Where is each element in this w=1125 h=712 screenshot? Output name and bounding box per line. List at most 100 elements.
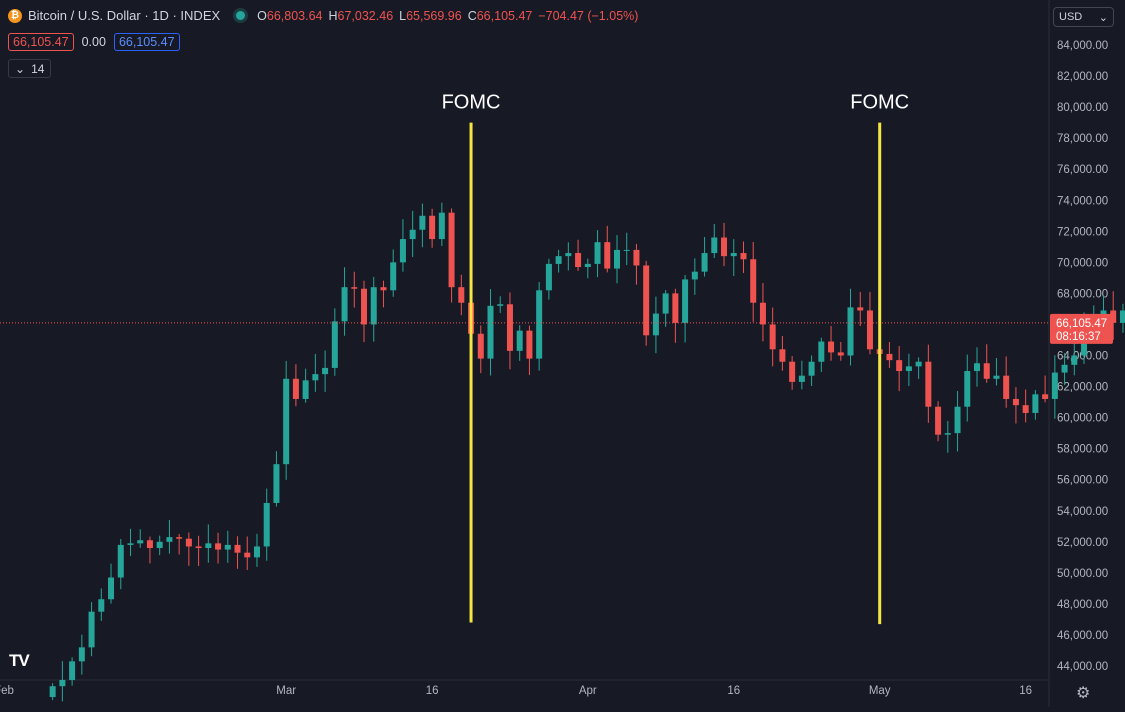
gear-icon[interactable]: ⚙ xyxy=(1076,685,1091,702)
y-tick-label: 76,000.00 xyxy=(1057,164,1108,176)
candle xyxy=(1042,375,1049,403)
candle xyxy=(759,283,766,342)
candle xyxy=(837,341,844,361)
chevron-down-icon: ⌄ xyxy=(15,61,26,76)
currency-label: USD xyxy=(1059,11,1083,23)
candle xyxy=(205,524,212,563)
candle xyxy=(224,530,231,563)
y-tick-label: 64,000.00 xyxy=(1057,351,1108,363)
candle xyxy=(993,357,1000,386)
candle xyxy=(789,355,796,390)
candle xyxy=(555,249,562,273)
candle xyxy=(341,267,348,336)
candle xyxy=(905,353,912,386)
candle xyxy=(49,683,56,701)
event-annotation[interactable]: FOMC xyxy=(850,92,909,625)
candle xyxy=(516,325,523,361)
x-tick-label: 16 xyxy=(1019,685,1032,697)
candle xyxy=(59,661,66,702)
y-tick-label: 44,000.00 xyxy=(1057,661,1108,673)
candle xyxy=(390,249,397,297)
candle xyxy=(146,536,153,564)
ohlc-value: 67,032.46 xyxy=(337,8,394,23)
ohlc-value: 66,105.47 xyxy=(476,8,533,23)
y-tick-label: 46,000.00 xyxy=(1057,630,1108,642)
candle xyxy=(108,563,115,604)
candle xyxy=(828,325,835,361)
y-tick-label: 50,000.00 xyxy=(1057,568,1108,580)
x-tick-label: 16 xyxy=(727,685,740,697)
candle xyxy=(351,271,358,308)
candle xyxy=(448,208,455,303)
candle xyxy=(857,291,864,326)
symbol-title[interactable]: Bitcoin / U.S. Dollar · 1D · INDEX xyxy=(28,8,221,23)
candle xyxy=(886,342,893,368)
candle xyxy=(672,288,679,343)
y-tick-label: 52,000.00 xyxy=(1057,537,1108,549)
spread-value: 0.00 xyxy=(81,35,106,49)
candle xyxy=(964,354,971,422)
x-axis[interactable]: FebMar16Apr16May16Jun16Jul16Aug16Sep xyxy=(0,685,1125,697)
candle xyxy=(545,258,552,300)
ohlc-item: C66,105.47 xyxy=(468,9,533,23)
candle xyxy=(438,202,445,246)
y-tick-label: 54,000.00 xyxy=(1057,506,1108,518)
candle xyxy=(1003,356,1010,408)
x-tick-label: Mar xyxy=(276,685,296,697)
candle xyxy=(584,258,591,279)
ohlc-values: O66,803.64 H67,032.46 L65,569.96 C66,105.47… xyxy=(257,9,638,23)
candle xyxy=(818,337,825,372)
candle xyxy=(1022,389,1029,423)
candle xyxy=(312,353,319,392)
sell-price-button[interactable]: 66,105.47 xyxy=(8,33,74,51)
ohlc-value: 65,569.96 xyxy=(406,8,462,23)
candle xyxy=(652,296,659,354)
candle xyxy=(954,391,961,452)
candle xyxy=(983,344,990,383)
buy-price-button[interactable]: 66,105.47 xyxy=(113,33,180,51)
candle xyxy=(283,360,290,480)
indicators-collapse-button[interactable]: ⌄ 14 xyxy=(8,59,52,78)
candle xyxy=(925,344,932,423)
ohlc-value: 66,803.64 xyxy=(266,8,323,23)
ohlc-item: −704.47 (−1.05%) xyxy=(538,9,638,23)
tradingview-logo-icon[interactable]: TV xyxy=(9,651,30,670)
symbol-header: ₿ Bitcoin / U.S. Dollar · 1D · INDEX O66… xyxy=(8,8,638,23)
y-tick-label: 60,000.00 xyxy=(1057,413,1108,425)
candle xyxy=(847,288,854,366)
candle xyxy=(380,280,387,308)
candle xyxy=(769,307,776,367)
candle xyxy=(643,260,650,346)
ohlc-item: O66,803.64 xyxy=(257,9,322,23)
current-price-value: 66,105.47 xyxy=(1056,318,1107,330)
trade-row: 66,105.47 0.00 66,105.47 xyxy=(8,33,180,51)
candle xyxy=(506,292,513,370)
candle xyxy=(88,602,95,657)
candle xyxy=(1051,355,1058,419)
y-tick-label: 56,000.00 xyxy=(1057,475,1108,487)
candle xyxy=(215,532,222,564)
candle xyxy=(98,588,105,621)
candle xyxy=(721,222,728,267)
x-tick-label: May xyxy=(869,685,891,697)
market-status-icon[interactable] xyxy=(236,11,246,20)
candle xyxy=(458,274,465,316)
candle xyxy=(234,536,241,569)
event-annotation[interactable]: FOMC xyxy=(442,92,501,623)
candle xyxy=(361,280,368,343)
candle xyxy=(1061,353,1068,386)
currency-select[interactable]: USD ⌄ xyxy=(1053,7,1114,27)
y-tick-label: 48,000.00 xyxy=(1057,599,1108,611)
y-tick-label: 84,000.00 xyxy=(1057,40,1108,52)
event-annotations: FOMCFOMCFOMCCPIFOMC xyxy=(442,92,909,625)
ohlc-item: H67,032.46 xyxy=(329,9,394,23)
y-tick-label: 74,000.00 xyxy=(1057,195,1108,207)
candle xyxy=(536,282,543,371)
candle xyxy=(166,520,173,554)
candle xyxy=(409,210,416,258)
event-label: FOMC xyxy=(442,92,501,114)
